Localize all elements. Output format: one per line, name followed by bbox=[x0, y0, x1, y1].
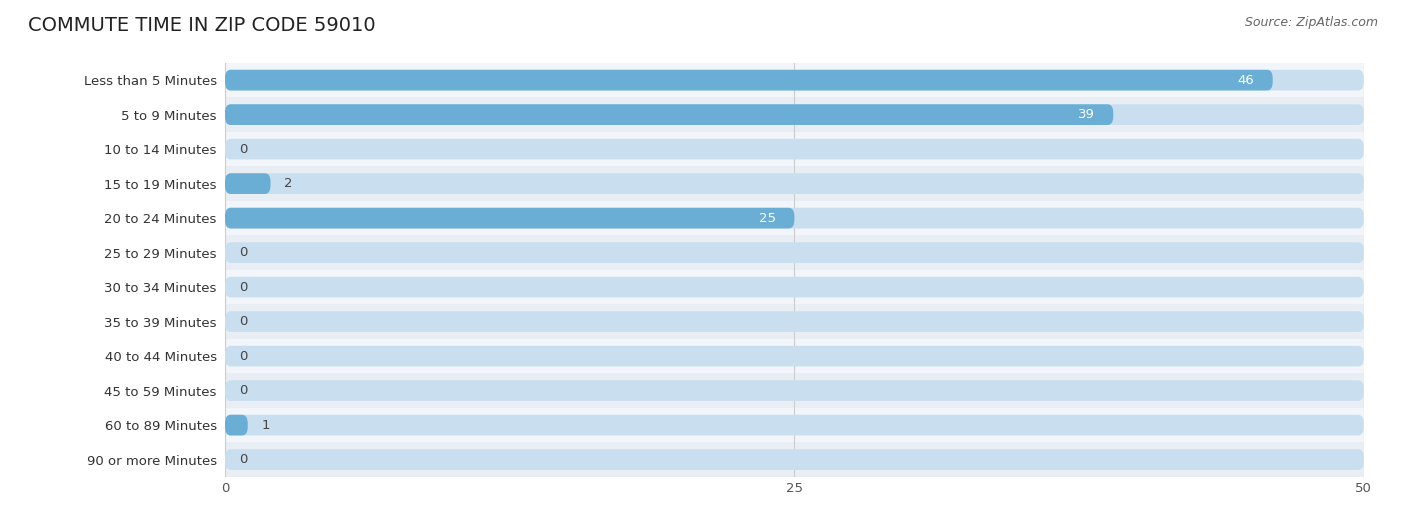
FancyBboxPatch shape bbox=[225, 173, 1364, 194]
Text: 0: 0 bbox=[239, 143, 247, 156]
Text: 1: 1 bbox=[262, 419, 270, 432]
FancyBboxPatch shape bbox=[225, 277, 1364, 298]
Bar bbox=[225, 167, 1364, 201]
Bar bbox=[225, 270, 1364, 304]
Text: 25: 25 bbox=[759, 212, 776, 225]
Bar bbox=[225, 442, 1364, 477]
Text: 0: 0 bbox=[239, 350, 247, 363]
FancyBboxPatch shape bbox=[225, 346, 1364, 366]
Text: 0: 0 bbox=[239, 246, 247, 259]
Bar bbox=[225, 97, 1364, 132]
FancyBboxPatch shape bbox=[225, 104, 1114, 125]
Text: COMMUTE TIME IN ZIP CODE 59010: COMMUTE TIME IN ZIP CODE 59010 bbox=[28, 16, 375, 35]
FancyBboxPatch shape bbox=[225, 415, 1364, 435]
FancyBboxPatch shape bbox=[225, 242, 1364, 263]
Text: 39: 39 bbox=[1078, 108, 1095, 121]
FancyBboxPatch shape bbox=[225, 208, 1364, 228]
Bar bbox=[225, 235, 1364, 270]
FancyBboxPatch shape bbox=[225, 415, 247, 435]
FancyBboxPatch shape bbox=[225, 70, 1364, 91]
Bar bbox=[225, 304, 1364, 339]
FancyBboxPatch shape bbox=[225, 208, 794, 228]
Text: 0: 0 bbox=[239, 384, 247, 397]
Text: 2: 2 bbox=[284, 177, 292, 190]
Bar bbox=[225, 408, 1364, 442]
Bar bbox=[225, 63, 1364, 97]
FancyBboxPatch shape bbox=[225, 70, 1272, 91]
Bar bbox=[225, 201, 1364, 235]
Text: 46: 46 bbox=[1237, 74, 1254, 86]
Bar bbox=[225, 132, 1364, 167]
FancyBboxPatch shape bbox=[225, 380, 1364, 401]
Bar bbox=[225, 374, 1364, 408]
Text: Source: ZipAtlas.com: Source: ZipAtlas.com bbox=[1244, 16, 1378, 29]
FancyBboxPatch shape bbox=[225, 104, 1364, 125]
Bar bbox=[225, 339, 1364, 374]
FancyBboxPatch shape bbox=[225, 173, 270, 194]
Text: 0: 0 bbox=[239, 281, 247, 293]
Text: 0: 0 bbox=[239, 315, 247, 328]
FancyBboxPatch shape bbox=[225, 311, 1364, 332]
FancyBboxPatch shape bbox=[225, 139, 1364, 159]
Text: 0: 0 bbox=[239, 453, 247, 466]
FancyBboxPatch shape bbox=[225, 449, 1364, 470]
